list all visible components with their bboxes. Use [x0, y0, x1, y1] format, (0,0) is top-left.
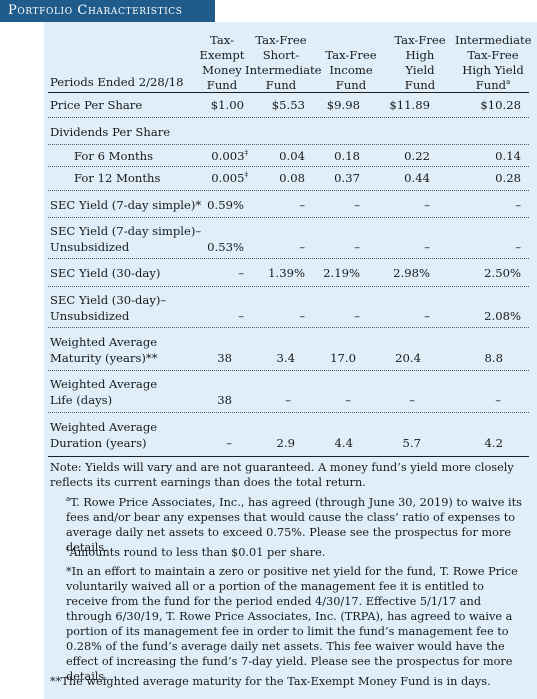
sec7-cell: –: [354, 198, 360, 212]
row-divider: [48, 166, 529, 167]
table-bottom-rule: [48, 456, 529, 457]
sec30u-cell: –: [299, 309, 305, 323]
sec7u-cell: –: [424, 240, 430, 254]
sec7-cell: –: [515, 198, 521, 212]
content-panel: [44, 22, 537, 699]
wad-cell: 4.4: [334, 436, 353, 450]
sec30-cell: –: [238, 266, 244, 280]
sec30-cell: 1.39%: [268, 266, 305, 280]
row-label-dividends: Dividends Per Share: [50, 125, 171, 139]
sec7-cell: –: [299, 198, 305, 212]
sec30u-cell: –: [354, 309, 360, 323]
wam-cell: 3.4: [276, 351, 295, 365]
wad-cell: 5.7: [402, 436, 421, 450]
sec30-cell: 2.98%: [393, 266, 430, 280]
div6-cell: 0.003‡: [211, 149, 248, 163]
sec7u-cell: –: [515, 240, 521, 254]
sec30u-cell: 2.08%: [484, 309, 521, 323]
sec30u-cell: –: [424, 309, 430, 323]
div12-cell: 0.08: [279, 171, 305, 185]
row-label-wal-line2: Life (days): [50, 393, 113, 407]
row-divider: [48, 217, 529, 218]
div12-cell: 0.28: [495, 171, 521, 185]
wam-cell: 38: [217, 351, 232, 365]
wal-cell: –: [409, 393, 415, 407]
wad-cell: –: [226, 436, 232, 450]
div6-cell: 0.18: [334, 149, 360, 163]
price-cell: $10.28: [480, 98, 521, 112]
periods-label: Periods Ended 2/28/18: [50, 75, 184, 89]
column-header-short-intermediate: Tax-Free Short- Intermediate Fund: [245, 33, 322, 92]
row-label-6-months: For 6 Months: [74, 149, 154, 163]
column-header-high-yield: Tax-Free High Yield Fund: [394, 33, 446, 92]
row-divider: [48, 412, 529, 413]
wam-cell: 17.0: [330, 351, 356, 365]
row-divider: [48, 327, 529, 328]
wal-cell: 38: [217, 393, 232, 407]
wad-cell: 2.9: [276, 436, 295, 450]
note-main: Note: Yields will vary and are not guara…: [50, 461, 514, 489]
row-divider: [48, 190, 529, 191]
row-label-wam-line1: Weighted Average: [50, 335, 158, 349]
div12-cell: 0.37: [334, 171, 360, 185]
header-rule: [48, 92, 529, 93]
price-cell: $11.89: [389, 98, 430, 112]
section-title: Portfolio Characteristics: [8, 3, 183, 18]
row-label-sec-30day: SEC Yield (30-day): [50, 266, 161, 280]
column-header-intermediate-high-yield: Intermediate Tax-Free High Yield Funda: [455, 33, 532, 92]
sec30-cell: 2.50%: [484, 266, 521, 280]
div6-cell: 0.22: [404, 149, 430, 163]
row-label-wad-line2: Duration (years): [50, 436, 147, 450]
row-label-wal-line1: Weighted Average: [50, 377, 158, 391]
div6-cell: 0.14: [495, 149, 521, 163]
wad-cell: 4.2: [484, 436, 503, 450]
footnote-star: *In an effort to maintain a zero or posi…: [66, 565, 518, 683]
footnote-a: aT. Rowe Price Associates, Inc., has agr…: [66, 495, 522, 554]
sec7u-cell: 0.53%: [207, 240, 244, 254]
price-cell: $5.53: [271, 98, 305, 112]
row-divider: [48, 370, 529, 371]
sec7-cell: –: [424, 198, 430, 212]
sec7u-cell: –: [299, 240, 305, 254]
row-label-sec-7day-unsub-line1: SEC Yield (7-day simple)–: [50, 224, 202, 238]
row-divider: [48, 258, 529, 259]
row-label-price: Price Per Share: [50, 98, 143, 112]
wal-cell: –: [345, 393, 351, 407]
div6-cell: 0.04: [279, 149, 305, 163]
sec30-cell: 2.19%: [323, 266, 360, 280]
row-label-sec-30day-unsub-line1: SEC Yield (30-day)–: [50, 293, 167, 307]
price-cell: $1.00: [210, 98, 244, 112]
row-label-12-months: For 12 Months: [74, 171, 161, 185]
wam-cell: 8.8: [484, 351, 503, 365]
wal-cell: –: [285, 393, 291, 407]
footnote-double-star: **The weighted average maturity for the …: [50, 675, 491, 688]
sec7u-cell: –: [354, 240, 360, 254]
column-header-tax-exempt-money: Tax- Exempt Money Fund: [199, 33, 245, 92]
div12-cell: 0.005‡: [211, 171, 248, 185]
row-label-sec-30day-unsub-line2: Unsubsidized: [50, 309, 130, 323]
row-divider: [48, 144, 529, 145]
row-divider: [48, 117, 529, 118]
sec30u-cell: –: [238, 309, 244, 323]
row-label-wam-line2: Maturity (years)**: [50, 351, 158, 365]
wam-cell: 20.4: [395, 351, 421, 365]
wal-cell: –: [495, 393, 501, 407]
section-header: Portfolio Characteristics: [0, 0, 215, 22]
footnote-dagger: ‡Amounts round to less than $0.01 per sh…: [66, 545, 326, 559]
price-cell: $9.98: [326, 98, 360, 112]
row-label-sec-7day: SEC Yield (7-day simple)*: [50, 198, 202, 212]
row-label-sec-7day-unsub-line2: Unsubsidized: [50, 240, 130, 254]
div12-cell: 0.44: [404, 171, 430, 185]
row-label-wad-line1: Weighted Average: [50, 420, 158, 434]
sec7-cell: 0.59%: [207, 198, 244, 212]
row-divider: [48, 286, 529, 287]
column-header-income: Tax-Free Income Fund: [325, 48, 377, 92]
